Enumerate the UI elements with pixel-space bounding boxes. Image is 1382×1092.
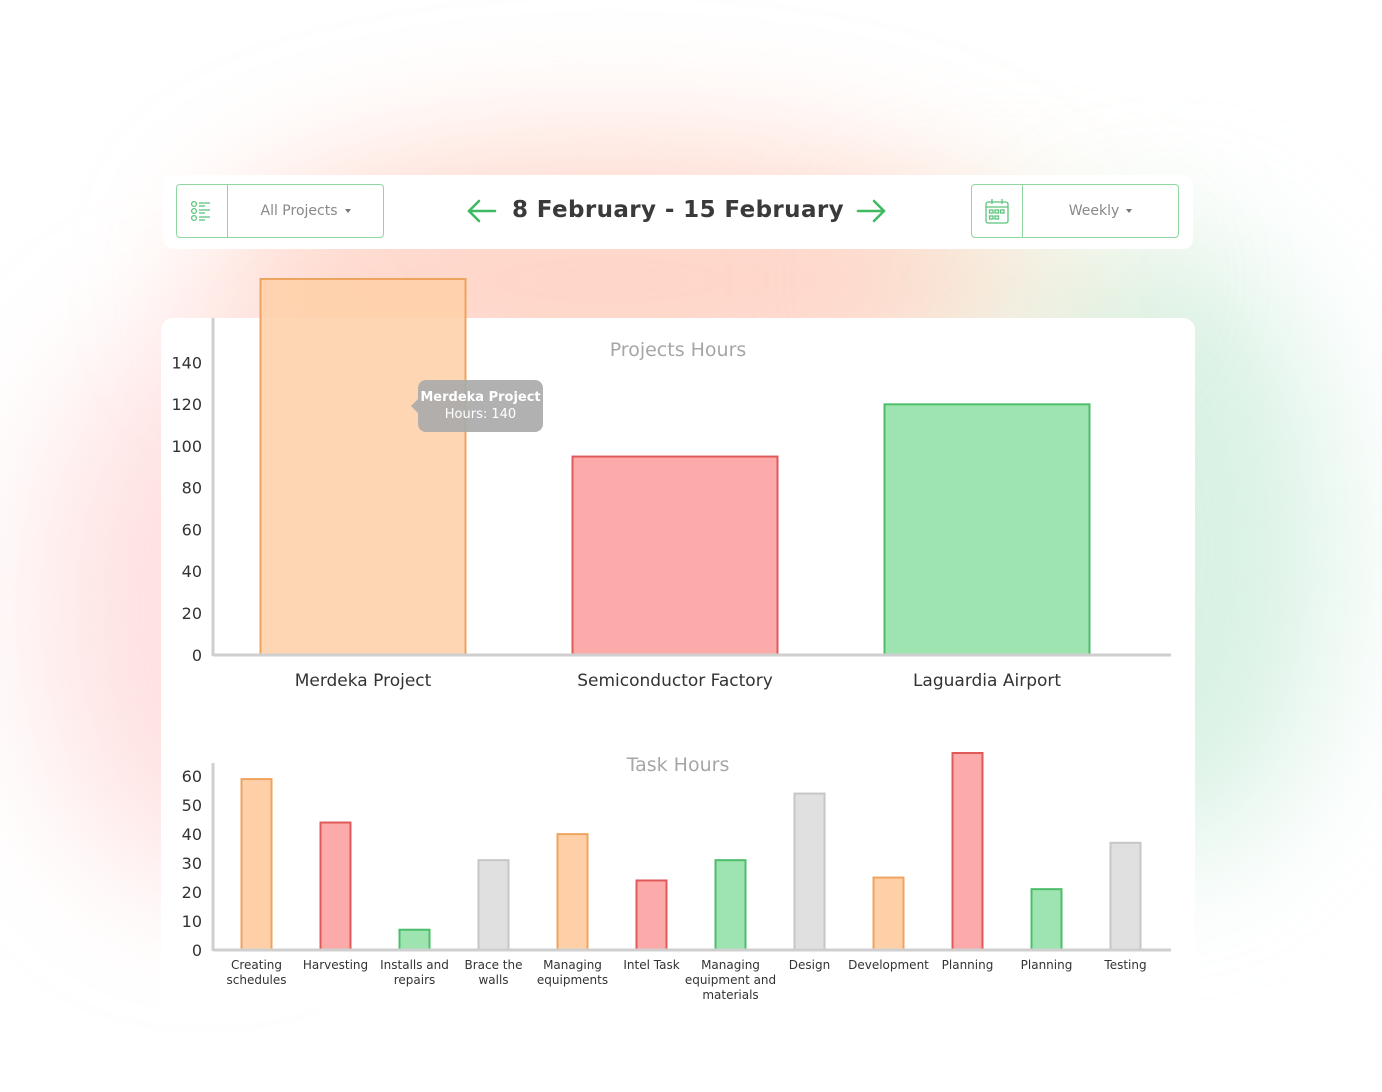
y-tick-label: 0 bbox=[192, 646, 202, 665]
bar bbox=[883, 403, 1091, 657]
x-tick-label: Installs and bbox=[380, 958, 449, 972]
calendar-icon bbox=[972, 185, 1023, 237]
bar bbox=[477, 859, 510, 951]
date-range-title: 8 February - 15 February bbox=[511, 197, 844, 223]
bar bbox=[240, 778, 273, 952]
x-tick-label: Brace the bbox=[464, 958, 522, 972]
bar bbox=[1030, 888, 1063, 951]
x-tick-label: Development bbox=[848, 958, 929, 972]
bar-tooltip: Merdeka Project Hours: 140 bbox=[411, 380, 543, 432]
arrow-right-icon[interactable] bbox=[855, 198, 887, 228]
y-tick-label: 50 bbox=[182, 796, 202, 815]
y-tick-label: 60 bbox=[182, 767, 202, 786]
x-tick-label: Semiconductor Factory bbox=[577, 671, 773, 691]
x-tick-label: equipments bbox=[537, 973, 608, 987]
x-tick-label: Laguardia Airport bbox=[913, 671, 1061, 691]
toolbar: All Projects 8 February - 15 February bbox=[163, 175, 1193, 249]
chart-title-1: Task Hours bbox=[626, 754, 730, 776]
project-filter-dropdown[interactable]: All Projects bbox=[176, 184, 384, 238]
x-tick-label: schedules bbox=[226, 973, 286, 987]
y-tick-label: 10 bbox=[182, 912, 202, 931]
arrow-left-icon[interactable] bbox=[466, 198, 498, 228]
y-tick-label: 40 bbox=[182, 562, 202, 581]
y-tick-label: 80 bbox=[182, 479, 202, 498]
tooltip-hours: Hours: 140 bbox=[444, 407, 517, 422]
caret-down-icon bbox=[1126, 209, 1133, 213]
bar bbox=[635, 879, 668, 951]
y-tick-label: 0 bbox=[192, 941, 202, 960]
bar bbox=[259, 278, 467, 656]
x-tick-label: Harvesting bbox=[303, 958, 368, 972]
checklist-icon bbox=[177, 185, 228, 237]
y-tick-label: 30 bbox=[182, 854, 202, 873]
y-tick-label: 20 bbox=[182, 883, 202, 902]
y-tick-label: 140 bbox=[171, 353, 202, 372]
x-tick-label: Design bbox=[789, 958, 830, 972]
x-tick-label: Creating bbox=[231, 958, 282, 972]
x-tick-label: Intel Task bbox=[623, 958, 679, 972]
x-tick-label: equipment and bbox=[685, 973, 776, 987]
x-tick-label: Managing bbox=[543, 958, 602, 972]
bar bbox=[714, 859, 747, 951]
bar bbox=[556, 833, 589, 952]
project-filter-label: All Projects bbox=[260, 203, 338, 219]
bar bbox=[951, 752, 984, 951]
x-tick-label: walls bbox=[478, 973, 508, 987]
tooltip-project-name: Merdeka Project bbox=[420, 390, 541, 405]
x-tick-label: repairs bbox=[394, 973, 436, 987]
y-tick-label: 100 bbox=[171, 437, 202, 456]
x-tick-label: Planning bbox=[1021, 958, 1073, 972]
chart-title-0: Projects Hours bbox=[610, 339, 747, 361]
bar bbox=[872, 876, 905, 952]
period-filter-label: Weekly bbox=[1068, 203, 1120, 219]
bar bbox=[319, 821, 352, 952]
bar bbox=[571, 455, 779, 656]
x-tick-label: materials bbox=[702, 988, 758, 1002]
bar bbox=[793, 792, 826, 952]
y-tick-label: 60 bbox=[182, 520, 202, 539]
bar bbox=[398, 928, 431, 951]
y-tick-label: 120 bbox=[171, 395, 202, 414]
x-tick-label: Testing bbox=[1103, 958, 1146, 972]
bar bbox=[1109, 841, 1142, 952]
x-tick-label: Managing bbox=[701, 958, 760, 972]
caret-down-icon bbox=[344, 209, 351, 213]
x-tick-label: Planning bbox=[942, 958, 994, 972]
y-tick-label: 20 bbox=[182, 604, 202, 623]
x-tick-label: Merdeka Project bbox=[295, 671, 432, 691]
y-tick-label: 40 bbox=[182, 825, 202, 844]
period-filter-dropdown[interactable]: Weekly bbox=[971, 184, 1179, 238]
